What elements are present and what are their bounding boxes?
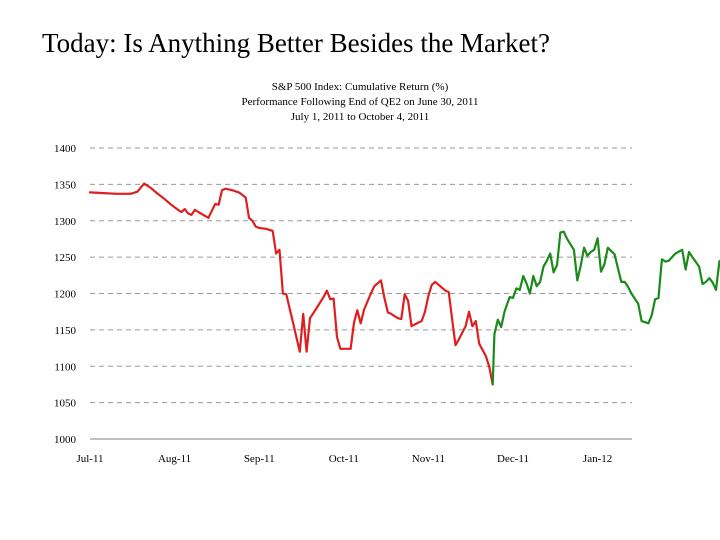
x-tick-label-2: Sep-11 [244,453,275,465]
chart-subtitle-line-2: July 1, 2011 to October 4, 2011 [290,111,430,123]
y-tick-label-1050: 1050 [54,398,77,410]
series-line-before [88,182,494,386]
x-tick-label-4: Nov-11 [412,453,445,465]
y-tick-label-1300: 1300 [54,216,77,228]
series-line-after [491,230,720,386]
y-tick-label-1250: 1250 [54,252,77,264]
y-tick-label-1350: 1350 [54,179,77,191]
y-tick-label-1100: 1100 [54,361,76,373]
chart-title: S&P 500 Index: Cumulative Return (%) [271,81,449,93]
chart-heading: S&P 500 Index: Cumulative Return (%) Per… [0,80,720,125]
x-tick-label-5: Dec-11 [497,453,529,465]
y-tick-label-1000: 1000 [54,434,77,446]
x-tick-label-1: Aug-11 [158,453,191,465]
chart-subtitle-line-1: Performance Following End of QE2 on June… [241,96,479,108]
x-tick-label-3: Oct-11 [329,453,359,465]
slide-title: Today: Is Anything Better Besides the Ma… [42,28,551,58]
x-tick-label-0: Jul-11 [76,453,103,465]
y-tick-label-1150: 1150 [54,325,76,337]
x-tick-label-6: Jan-12 [583,453,612,465]
y-tick-label-1400: 1400 [54,143,77,155]
y-tick-label-1200: 1200 [54,289,77,301]
